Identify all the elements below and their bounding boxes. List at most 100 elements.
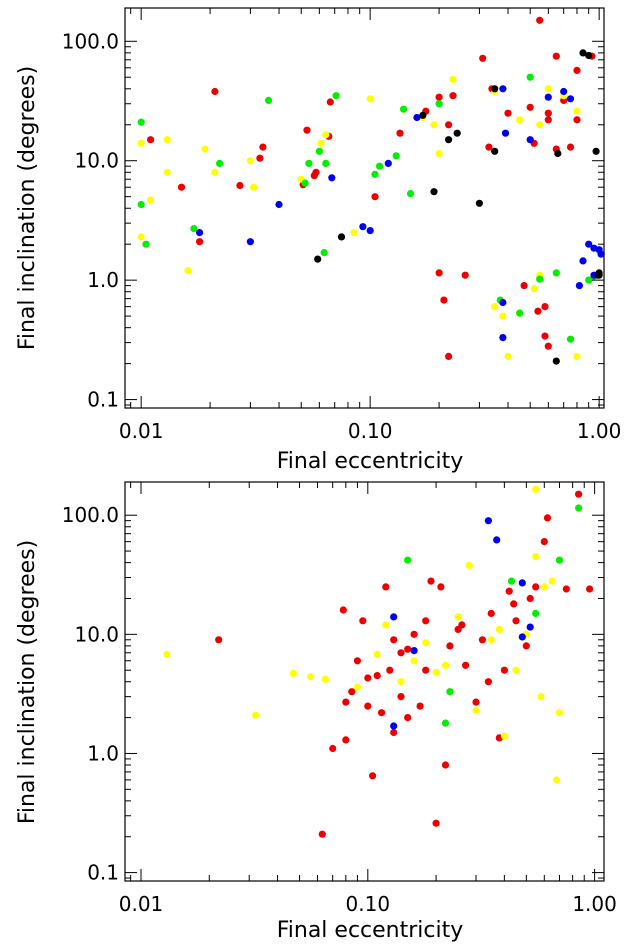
bottom-point-blue-5 bbox=[518, 579, 526, 587]
top-point-green-9 bbox=[320, 249, 328, 257]
top-point-yellow-9 bbox=[250, 183, 258, 191]
bottom-point-yellow-2 bbox=[289, 669, 297, 678]
bottom-point-red-10 bbox=[369, 772, 377, 780]
top-point-yellow-28 bbox=[544, 85, 552, 93]
top-point-green-22 bbox=[552, 269, 560, 277]
bottom-point-red-43 bbox=[562, 585, 570, 593]
bottom-point-yellow-9 bbox=[410, 657, 418, 665]
top-point-blue-14 bbox=[560, 87, 568, 96]
bottom-point-red-20 bbox=[410, 630, 418, 638]
bottom-point-yellow-24 bbox=[540, 583, 548, 591]
bottom-point-blue-3 bbox=[484, 517, 492, 525]
top-point-yellow-22 bbox=[504, 352, 512, 360]
top-point-yellow-12 bbox=[322, 131, 330, 139]
bottom-point-red-44 bbox=[575, 490, 583, 498]
bottom-point-yellow-27 bbox=[553, 776, 561, 784]
top-point-yellow-13 bbox=[350, 229, 358, 237]
bottom-point-red-30 bbox=[472, 698, 480, 706]
top-point-black-11 bbox=[579, 49, 587, 57]
bottom-point-red-7 bbox=[359, 617, 367, 625]
bottom-point-red-25 bbox=[437, 583, 445, 591]
bottom-point-yellow-26 bbox=[555, 709, 564, 717]
bottom-point-red-46 bbox=[342, 698, 350, 706]
top-point-red-24 bbox=[485, 143, 493, 151]
top-point-green-5 bbox=[265, 96, 273, 104]
bottom-point-red-45 bbox=[586, 585, 594, 593]
bottom-point-yellow-3 bbox=[307, 673, 315, 681]
bottom-x-tick-label: 0.01 bbox=[119, 892, 164, 916]
top-point-black-8 bbox=[491, 85, 499, 93]
top-tick-labels: 0.01 0.10 1.00 0.1 1.0 10.0 100.0 bbox=[62, 29, 622, 443]
bottom-point-red-23 bbox=[427, 577, 435, 585]
bottom-point-red-11 bbox=[373, 672, 381, 680]
top-point-red-18 bbox=[440, 296, 448, 304]
bottom-point-red-8 bbox=[364, 702, 372, 710]
bottom-point-red-9 bbox=[364, 674, 372, 682]
top-point-black-9 bbox=[552, 357, 560, 365]
bottom-points bbox=[163, 485, 594, 838]
bottom-point-red-24 bbox=[432, 819, 440, 827]
bottom-point-red-42 bbox=[543, 514, 552, 522]
bottom-point-red-36 bbox=[510, 600, 518, 608]
top-point-blue-15 bbox=[566, 95, 575, 103]
bottom-point-red-48 bbox=[422, 617, 430, 625]
bottom-point-red-26 bbox=[441, 761, 450, 769]
bottom-point-red-5 bbox=[348, 688, 356, 696]
bottom-point-red-39 bbox=[526, 594, 534, 603]
bottom-point-yellow-7 bbox=[382, 621, 390, 629]
top-point-blue-3 bbox=[328, 174, 336, 182]
top-point-black-6 bbox=[475, 199, 483, 207]
bottom-point-red-38 bbox=[522, 642, 530, 650]
bottom-point-yellow-6 bbox=[373, 650, 381, 658]
top-point-red-33 bbox=[541, 332, 549, 340]
bottom-tick-labels: 0.01 0.10 1.00 0.1 1.0 10.0 100.0 bbox=[62, 503, 617, 916]
bottom-x-axis-label: Final eccentricity bbox=[277, 918, 464, 943]
bottom-point-yellow-12 bbox=[441, 661, 450, 669]
top-point-red-31 bbox=[536, 16, 544, 24]
bottom-plot-frame bbox=[124, 481, 605, 882]
bottom-point-red-19 bbox=[404, 714, 412, 722]
bottom-x-tick-label: 1.00 bbox=[572, 892, 617, 916]
top-point-yellow-23 bbox=[516, 116, 524, 124]
top-point-black-3 bbox=[430, 188, 438, 196]
top-x-tick-label: 1.00 bbox=[577, 419, 622, 443]
bottom-point-red-6 bbox=[353, 657, 361, 665]
top-point-red-35 bbox=[544, 342, 552, 350]
top-y-tick-label: 10.0 bbox=[74, 149, 119, 173]
top-ticks bbox=[125, 8, 604, 408]
bottom-point-yellow-25 bbox=[548, 577, 556, 585]
top-y-axis-label: Final inclination (degrees) bbox=[15, 66, 40, 350]
bottom-point-yellow-21 bbox=[532, 552, 540, 561]
bottom-point-yellow-16 bbox=[487, 636, 495, 644]
top-point-black-7 bbox=[491, 147, 499, 155]
top-point-black-0 bbox=[314, 255, 322, 263]
bottom-point-green-5 bbox=[555, 556, 564, 564]
top-point-yellow-26 bbox=[536, 121, 544, 129]
top-y-tick-label: 0.1 bbox=[87, 388, 119, 412]
bottom-point-red-47 bbox=[404, 645, 412, 653]
bottom-point-red-40 bbox=[532, 583, 540, 591]
bottom-y-tick-label: 10.0 bbox=[74, 622, 119, 646]
top-point-yellow-7 bbox=[211, 168, 219, 176]
top-point-yellow-2 bbox=[147, 196, 155, 204]
bottom-point-yellow-11 bbox=[432, 668, 440, 676]
top-point-blue-22 bbox=[575, 282, 584, 290]
bottom-point-red-34 bbox=[500, 666, 508, 674]
top-point-black-13 bbox=[592, 147, 600, 155]
top-point-blue-13 bbox=[544, 93, 552, 101]
bottom-point-yellow-15 bbox=[472, 706, 480, 715]
top-point-red-22 bbox=[461, 271, 469, 279]
bottom-point-blue-6 bbox=[526, 623, 534, 631]
top-point-green-8 bbox=[315, 147, 323, 155]
top-point-red-3 bbox=[211, 87, 219, 96]
bottom-point-yellow-13 bbox=[454, 613, 462, 621]
top-point-blue-8 bbox=[499, 334, 507, 342]
top-point-black-12 bbox=[585, 51, 593, 60]
top-point-red-21 bbox=[449, 92, 457, 100]
top-point-green-19 bbox=[516, 309, 524, 317]
top-point-blue-6 bbox=[384, 159, 392, 167]
top-point-red-5 bbox=[256, 154, 264, 162]
top-point-green-12 bbox=[371, 170, 379, 178]
bottom-point-red-13 bbox=[382, 583, 390, 591]
